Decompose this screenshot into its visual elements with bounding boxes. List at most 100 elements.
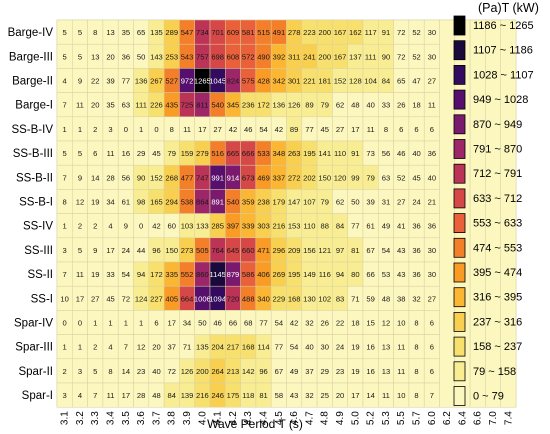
cell-value-label: 824 bbox=[227, 77, 240, 86]
cell-value-label: 264 bbox=[211, 367, 224, 376]
cell-value-label: 59 bbox=[366, 294, 374, 303]
cell-value-label: 27 bbox=[428, 77, 436, 86]
cell-value-label: 488 bbox=[242, 294, 255, 303]
cell-value-label: 32 bbox=[412, 294, 420, 303]
cell-value-label: 67 bbox=[275, 367, 283, 376]
cell-value-label: 7 bbox=[63, 173, 67, 182]
cell-value-label: 124 bbox=[135, 294, 148, 303]
cell-value-label: 9 bbox=[78, 77, 82, 86]
legend-label: 395 ~ 474 bbox=[473, 267, 522, 279]
legend-swatch bbox=[453, 188, 466, 209]
column-tick-label: 5.2 bbox=[366, 411, 377, 425]
cell-value-label: 540 bbox=[227, 198, 240, 207]
cell-value-label: 43 bbox=[290, 391, 298, 400]
cell-value-label: 91 bbox=[382, 28, 390, 37]
row-label: SS-III bbox=[24, 245, 53, 257]
cell-value-label: 335 bbox=[165, 270, 178, 279]
column-tick-label: 5.7 bbox=[412, 411, 423, 425]
legend-swatch bbox=[453, 262, 466, 283]
cell-value-label: 2 bbox=[63, 367, 67, 376]
cell-value-label: 7 bbox=[93, 391, 97, 400]
cell-value-label: 50 bbox=[198, 319, 206, 328]
empty-column bbox=[500, 19, 517, 408]
cell-value-label: 149 bbox=[303, 270, 316, 279]
cell-value-label: 543 bbox=[181, 52, 194, 61]
cell-value-label: 24 bbox=[336, 343, 344, 352]
cell-value-label: 4 bbox=[108, 222, 112, 231]
cell-value-label: 167 bbox=[334, 52, 347, 61]
cell-value-label: 4 bbox=[63, 77, 67, 86]
legend-label: 79 ~ 158 bbox=[473, 366, 516, 378]
cell-value-label: 6 bbox=[430, 343, 434, 352]
cell-value-label: 22 bbox=[91, 77, 99, 86]
column-tick-label: 6.4 bbox=[457, 411, 468, 425]
column-tick-label: 7.4 bbox=[503, 411, 514, 425]
cell-value-label: 202 bbox=[303, 173, 316, 182]
row-label: SS-I bbox=[31, 293, 53, 305]
cell-value-label: 359 bbox=[242, 198, 255, 207]
cell-value-label: 608 bbox=[227, 52, 240, 61]
cell-value-label: 1 bbox=[139, 319, 143, 328]
cell-value-label: 102 bbox=[318, 294, 331, 303]
cell-value-label: 6 bbox=[414, 125, 418, 134]
cell-value-label: 27 bbox=[336, 125, 344, 134]
cell-value-label: 16 bbox=[366, 367, 374, 376]
cell-value-label: 26 bbox=[321, 319, 329, 328]
cell-value-label: 540 bbox=[211, 101, 224, 110]
x-axis-title: Wave Period T (s) bbox=[207, 417, 303, 431]
cell-value-label: 505 bbox=[196, 246, 209, 255]
column-tick-label: 3.8 bbox=[167, 411, 178, 425]
cell-value-label: 11 bbox=[428, 101, 436, 110]
cell-value-label: 720 bbox=[227, 294, 240, 303]
cell-value-label: 27 bbox=[428, 294, 436, 303]
column-tick-label: 3.2 bbox=[75, 411, 86, 425]
cell-value-label: 491 bbox=[273, 28, 286, 37]
legend-label: 237 ~ 316 bbox=[473, 316, 522, 328]
cell-value-label: 5 bbox=[63, 149, 67, 158]
cell-value-label: 0 bbox=[154, 125, 158, 134]
legend-swatch bbox=[453, 40, 466, 61]
cell-value-label: 68 bbox=[244, 319, 252, 328]
cell-value-label: 268 bbox=[165, 173, 178, 182]
column-tick-label: 3.4 bbox=[106, 411, 117, 425]
cell-value-label: 136 bbox=[273, 101, 286, 110]
row-label: SS-II bbox=[27, 269, 53, 281]
cell-value-label: 99 bbox=[351, 173, 359, 182]
cell-value-label: 8 bbox=[414, 391, 418, 400]
cell-value-label: 272 bbox=[288, 173, 301, 182]
cell-value-label: 527 bbox=[165, 77, 178, 86]
cell-value-label: 1006 bbox=[194, 294, 211, 303]
row-label: Spar-III bbox=[15, 342, 53, 354]
cell-value-label: 50 bbox=[137, 52, 145, 61]
cell-value-label: 17 bbox=[351, 125, 359, 134]
cell-value-label: 4 bbox=[78, 391, 82, 400]
legend-label: 712 ~ 791 bbox=[473, 168, 522, 180]
cell-value-label: 229 bbox=[273, 294, 286, 303]
cell-value-label: 435 bbox=[165, 101, 178, 110]
legend-swatch bbox=[453, 237, 466, 258]
cell-value-label: 397 bbox=[227, 222, 240, 231]
cell-value-label: 11 bbox=[107, 149, 115, 158]
cell-value-label: 56 bbox=[382, 149, 390, 158]
cell-value-label: 6 bbox=[430, 367, 434, 376]
cell-value-label: 40 bbox=[152, 367, 160, 376]
legend-label: 791 ~ 870 bbox=[473, 144, 522, 156]
cell-value-label: 8 bbox=[93, 28, 97, 37]
heatmap-cells: 5 5 8 13 35 65 135 289 547 734 701 609 581 515 491 278 2… bbox=[56, 19, 517, 408]
cell-value-label: 72 bbox=[122, 294, 130, 303]
legend-swatch bbox=[453, 336, 466, 357]
cell-value-label: 914 bbox=[227, 173, 240, 182]
row-labels: Barge-IV Barge-III Barge-II Barge-I SS-B-IV S… bbox=[8, 27, 54, 402]
cell-value-label: 71 bbox=[183, 343, 191, 352]
cell-value-label: 241 bbox=[303, 52, 316, 61]
cell-value-label: 17 bbox=[351, 391, 359, 400]
cell-value-label: 83 bbox=[336, 294, 344, 303]
cell-value-label: 701 bbox=[211, 28, 224, 37]
cell-value-label: 3 bbox=[63, 391, 67, 400]
cell-value-label: 65 bbox=[137, 28, 145, 37]
cell-value-label: 40 bbox=[305, 343, 313, 352]
cell-value-label: 42 bbox=[229, 125, 237, 134]
cell-value-label: 17 bbox=[76, 294, 84, 303]
legend-label: 1028 ~ 1107 bbox=[473, 69, 534, 81]
legend-label: 633 ~ 712 bbox=[473, 193, 522, 205]
